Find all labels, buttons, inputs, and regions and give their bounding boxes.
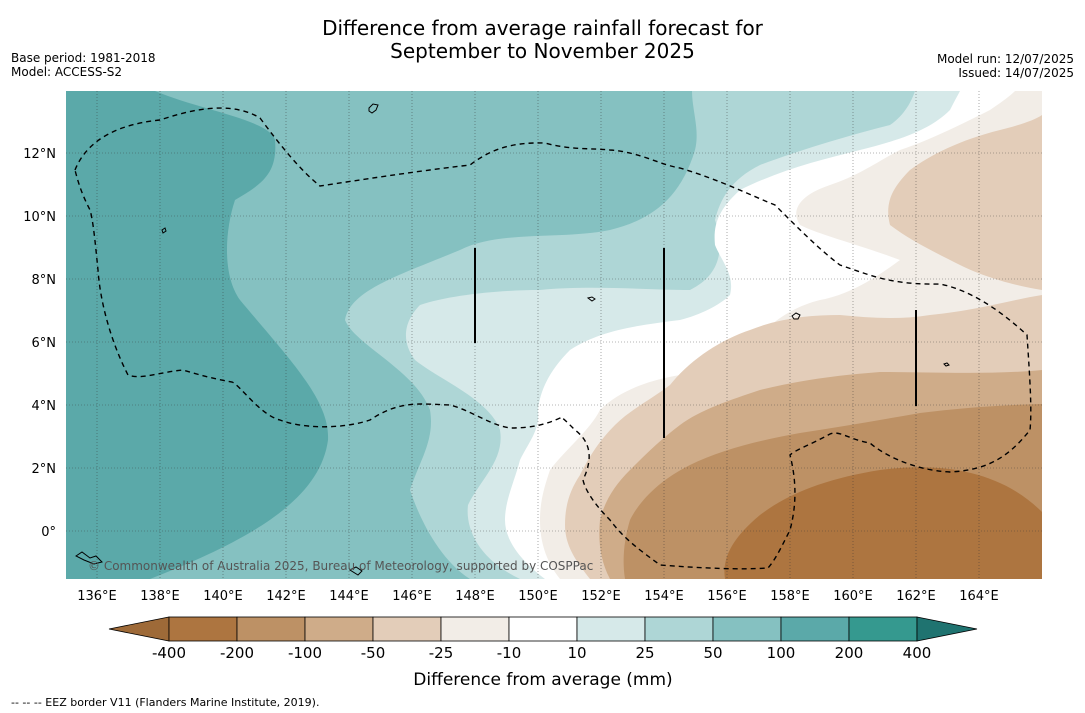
lon-tick-labels: 136°E 138°E 140°E 142°E 144°E 146°E 148°… — [77, 589, 999, 604]
band-neg400-neg200 — [724, 467, 1042, 579]
legend-label: -100 — [288, 644, 322, 662]
lat-tick: 12°N — [23, 147, 56, 162]
lon-tick: 146°E — [392, 589, 432, 604]
legend-cell — [712, 616, 782, 642]
legend-cell — [848, 616, 918, 642]
lon-tick: 164°E — [959, 589, 999, 604]
lat-tick: 2°N — [32, 462, 57, 477]
lon-tick: 144°E — [329, 589, 369, 604]
lon-tick: 138°E — [140, 589, 180, 604]
legend-label: -50 — [361, 644, 386, 662]
lat-tick: 10°N — [23, 210, 56, 225]
lon-tick: 136°E — [77, 589, 117, 604]
lon-tick: 154°E — [644, 589, 684, 604]
lat-tick: 8°N — [32, 273, 57, 288]
lon-tick: 156°E — [707, 589, 747, 604]
legend-extend-low — [108, 616, 170, 642]
legend-cells — [168, 616, 918, 642]
lat-tick-labels: 12°N 10°N 8°N 6°N 4°N 2°N 0° — [23, 147, 56, 540]
issued-text: Issued: 14/07/2025 — [958, 66, 1074, 80]
lat-tick: 4°N — [32, 399, 57, 414]
contour-fields — [66, 91, 1042, 579]
legend-cell — [236, 616, 306, 642]
model-run-text: Model run: 12/07/2025 — [936, 52, 1074, 66]
base-period-text: Base period: 1981-2018 — [11, 51, 156, 65]
coastlines — [75, 103, 950, 576]
copyright-text: © Commonwealth of Australia 2025, Bureau… — [88, 559, 593, 573]
legend-label: 200 — [835, 644, 864, 662]
legend-cell — [780, 616, 850, 642]
legend-extend-high — [916, 616, 978, 642]
legend-label: 10 — [567, 644, 586, 662]
legend-label: -200 — [220, 644, 254, 662]
legend-cell — [168, 616, 238, 642]
lon-tick: 142°E — [266, 589, 306, 604]
model-text: Model: ACCESS-S2 — [11, 65, 123, 79]
legend-cell — [372, 616, 442, 642]
forecast-markers — [474, 248, 917, 438]
lon-tick: 148°E — [455, 589, 495, 604]
legend-labels: -400 -200 -100 -50 -25 -10 10 25 50 100 200 400 — [152, 644, 931, 662]
legend-cell — [440, 616, 510, 642]
legend-label: 400 — [903, 644, 932, 662]
legend-label: -400 — [152, 644, 186, 662]
legend-label: 25 — [635, 644, 654, 662]
legend-title: Difference from average (mm) — [413, 670, 672, 690]
lat-tick: 6°N — [32, 336, 57, 351]
lon-tick: 140°E — [203, 589, 243, 604]
legend-label: 50 — [703, 644, 722, 662]
lon-tick: 150°E — [518, 589, 558, 604]
lon-tick: 158°E — [770, 589, 810, 604]
chart-title-line2: September to November 2025 — [390, 39, 695, 63]
legend-cell — [576, 616, 646, 642]
legend-label: -25 — [429, 644, 454, 662]
lon-tick: 152°E — [581, 589, 621, 604]
legend-colorbar — [108, 616, 978, 642]
legend-cell — [508, 616, 578, 642]
legend-cell — [644, 616, 714, 642]
eez-footnote: -- -- -- EEZ border V11 (Flanders Marine… — [11, 696, 320, 709]
legend-label: -10 — [497, 644, 522, 662]
legend-cell — [304, 616, 374, 642]
lon-tick: 160°E — [833, 589, 873, 604]
legend-label: 100 — [767, 644, 796, 662]
lat-tick: 0° — [41, 525, 56, 540]
chart-title-line1: Difference from average rainfall forecas… — [322, 16, 763, 40]
eez-border — [74, 107, 1032, 570]
lon-tick: 162°E — [896, 589, 936, 604]
